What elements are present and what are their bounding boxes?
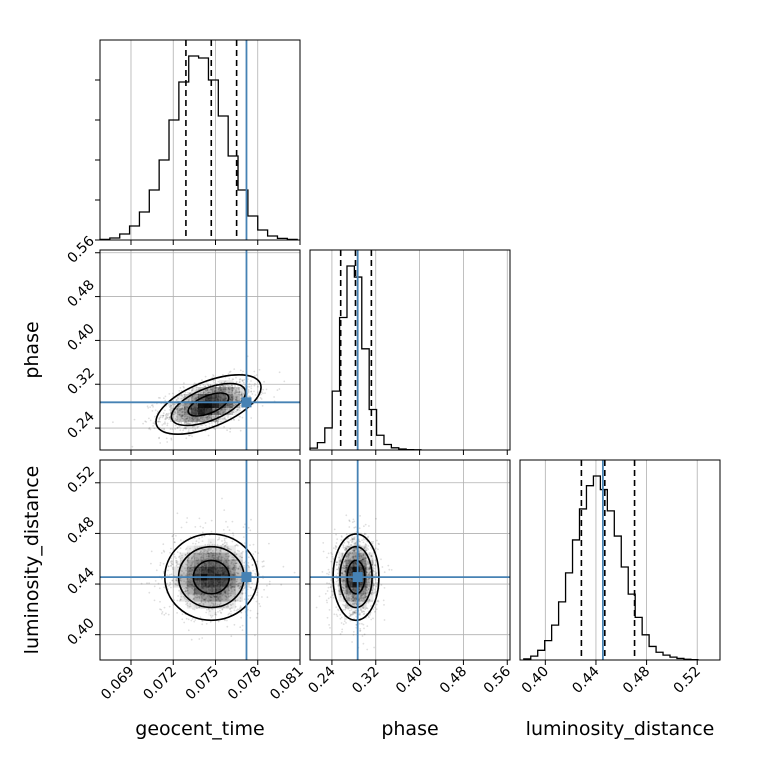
x-tick-label: 0.24 [305, 663, 338, 696]
x-tick-label: 0.078 [225, 664, 265, 704]
y-tick-label: 0.40 [64, 615, 97, 648]
x-tick-label: 0.069 [98, 664, 138, 704]
xlabel-luminosity-distance: luminosity_distance [526, 718, 715, 740]
x-tick-label: 0.56 [481, 663, 514, 696]
histogram-step [523, 475, 699, 661]
contour-2 [170, 382, 247, 427]
truth-marker [241, 397, 252, 408]
joint-panel-geocent-time-vs-luminosity-distance: 0.069 0.072 0.075 0.078 0.081 0.40 0.44 0.48 0.5… [64, 459, 307, 704]
x-tick-label: 0.48 [437, 664, 470, 697]
hist-panel-phase [309, 249, 511, 455]
histogram-step [309, 265, 422, 451]
axes-frame [309, 459, 511, 661]
ylabel-luminosity-distance: luminosity_distance [21, 466, 43, 655]
y-tick-label: 0.40 [64, 321, 97, 354]
contour-1 [187, 392, 230, 417]
xlabel-geocent-time: geocent_time [135, 718, 264, 740]
y-tick-label: 0.44 [64, 564, 97, 597]
axes-frame [309, 249, 511, 451]
axes-frame [99, 459, 301, 661]
axes-frame [99, 39, 301, 241]
ylabel-phase: phase [21, 321, 43, 378]
x-tick-label: 0.40 [519, 664, 552, 697]
truth-marker [352, 572, 363, 583]
y-tick-label: 0.24 [64, 409, 97, 442]
x-tick-label: 0.072 [140, 664, 180, 704]
y-tick-label: 0.52 [64, 463, 97, 496]
joint-panel-geocent-time-vs-phase: 0.24 0.32 0.40 0.48 0.56 [64, 233, 301, 455]
x-tick-label: 0.48 [620, 664, 653, 697]
contour-3 [155, 374, 262, 435]
truth-marker [241, 572, 252, 583]
axes-frame [99, 249, 301, 451]
y-tick-label: 0.48 [64, 514, 97, 547]
x-tick-label: 0.52 [671, 664, 704, 697]
axes-frame [519, 459, 721, 661]
histogram-step [99, 55, 298, 241]
x-tick-label: 0.40 [393, 664, 426, 697]
y-tick-label: 0.56 [64, 233, 97, 266]
hist-panel-geocent-time [95, 39, 301, 245]
x-tick-label: 0.44 [569, 663, 602, 696]
joint-panel-phase-vs-luminosity-distance: 0.24 0.32 0.40 0.48 0.56 [305, 459, 514, 697]
y-tick-label: 0.48 [64, 277, 97, 310]
y-tick-label: 0.32 [64, 365, 97, 398]
xlabel-phase: phase [381, 718, 438, 740]
x-tick-label: 0.075 [183, 664, 223, 704]
x-tick-label: 0.32 [349, 664, 382, 697]
x-tick-label: 0.081 [267, 664, 307, 704]
hist-panel-luminosity-distance: 0.40 0.44 0.48 0.52 [519, 459, 721, 697]
